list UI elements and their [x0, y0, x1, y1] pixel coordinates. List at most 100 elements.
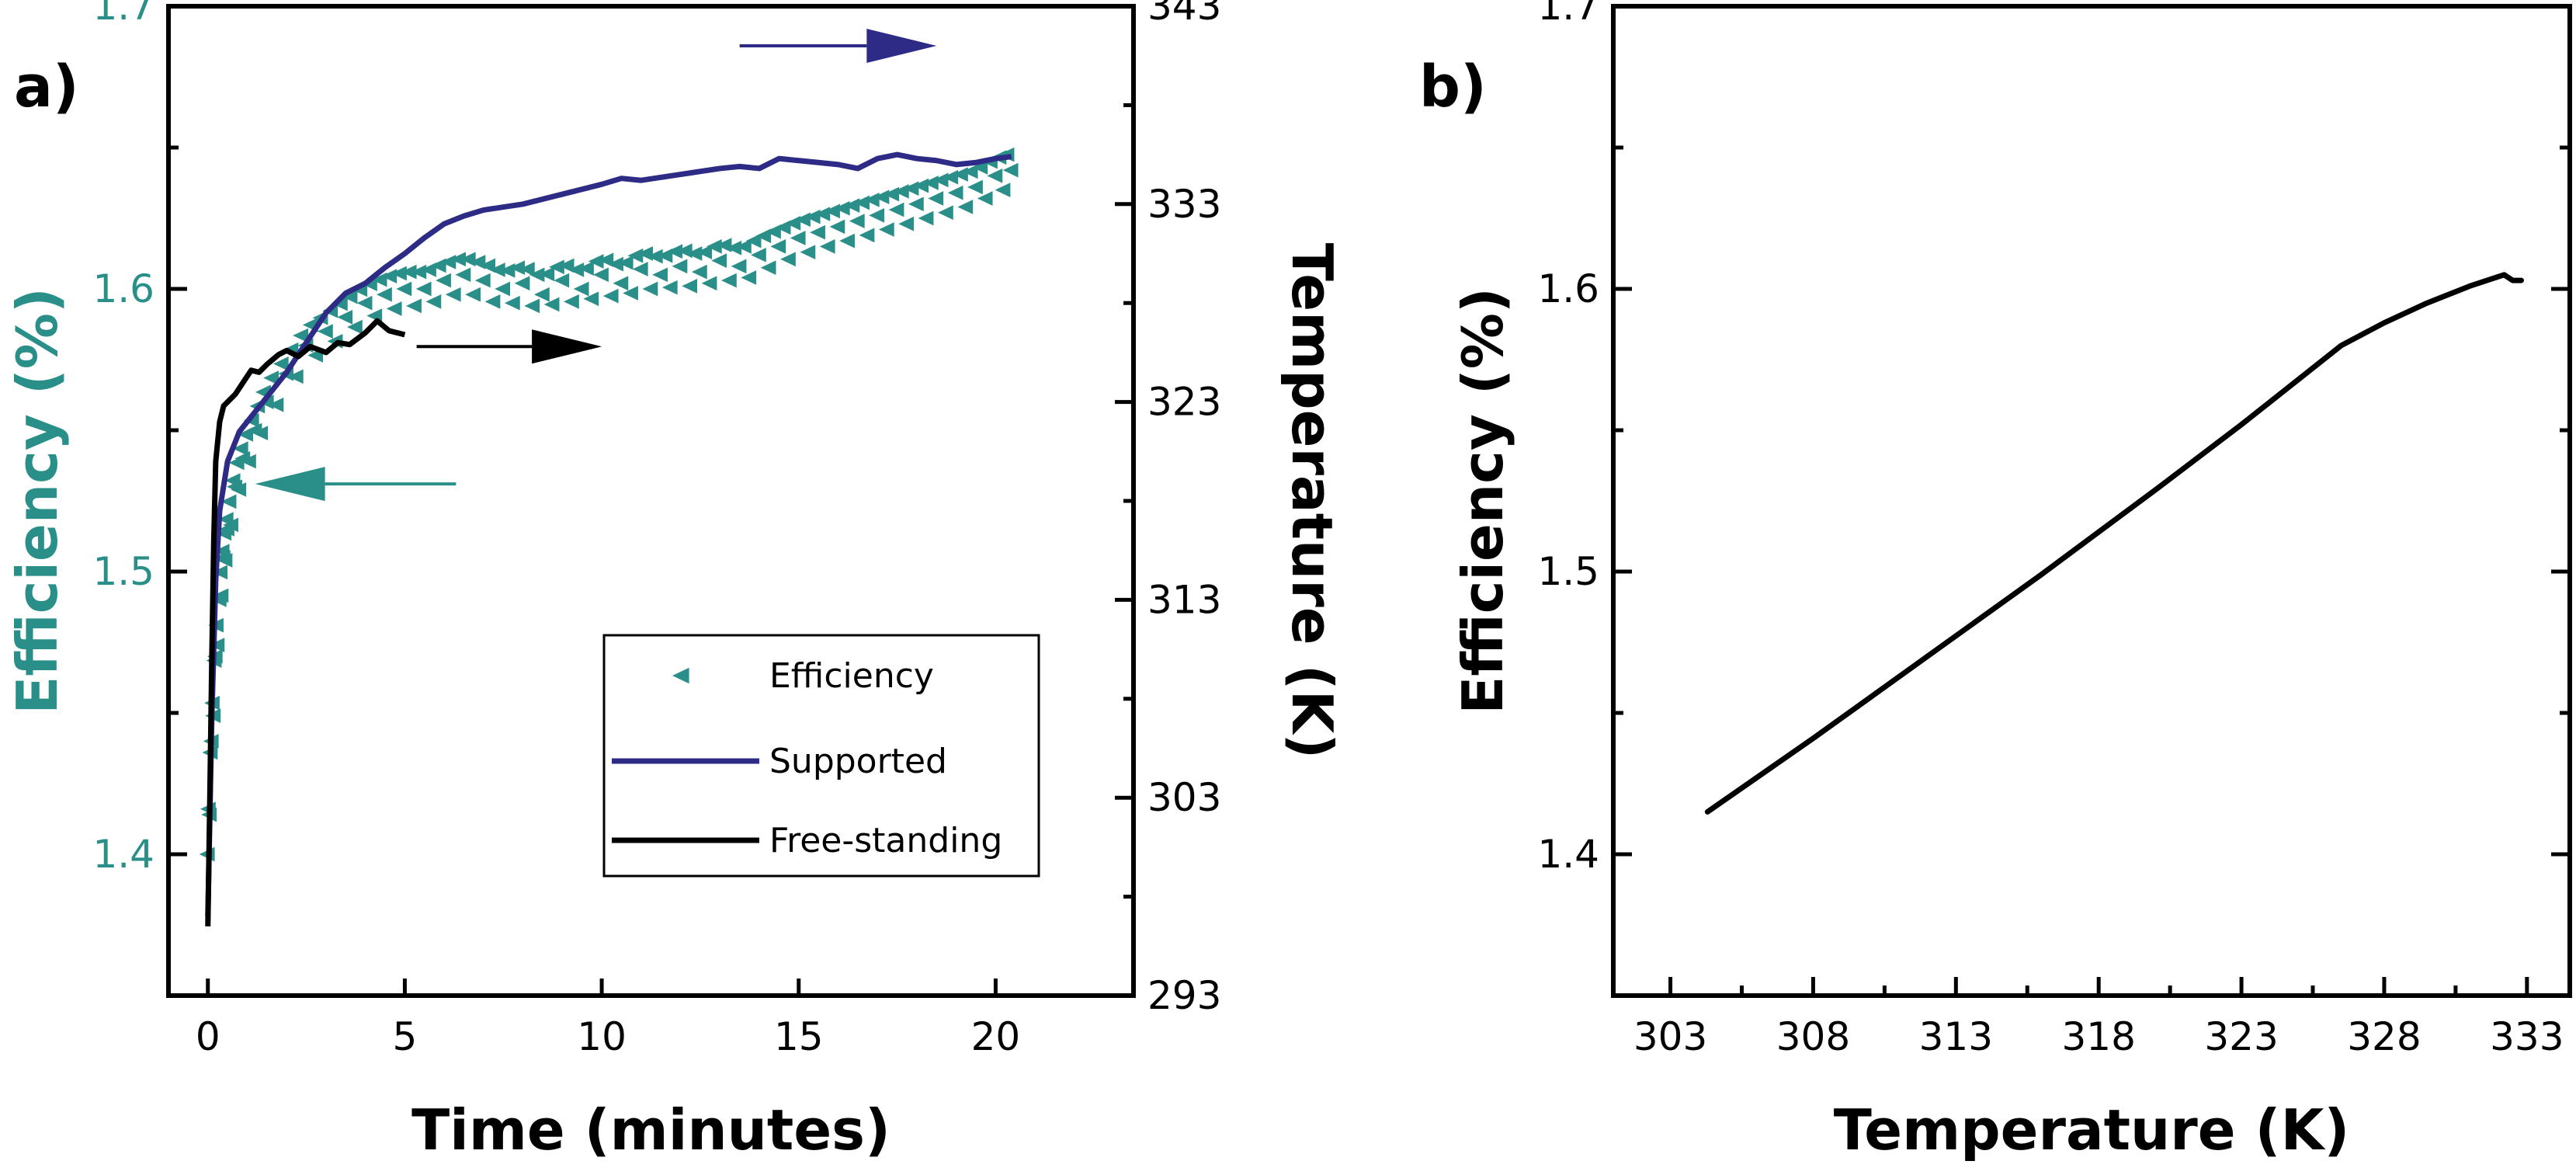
- efficiency-point: [450, 252, 466, 267]
- efficiency-point: [220, 494, 237, 509]
- efficiency-point: [539, 266, 555, 282]
- legend-efficiency-marker: [672, 667, 689, 684]
- efficiency-point: [293, 328, 309, 343]
- arrow-free-standing-head: [532, 329, 602, 364]
- efficiency-point: [995, 182, 1011, 197]
- panel-b-x-tick-label: 303: [1633, 1014, 1707, 1059]
- efficiency-point: [834, 200, 850, 216]
- efficiency-point: [381, 269, 398, 283]
- efficiency-point: [977, 191, 993, 206]
- efficiency-point: [810, 224, 825, 240]
- arrow-efficiency: [255, 467, 457, 502]
- panel-a-right-y-tick-label: 313: [1147, 577, 1221, 622]
- efficiency-point: [741, 270, 757, 285]
- efficiency-point: [564, 294, 579, 309]
- panel-a-right-y-tick-label: 333: [1147, 182, 1221, 227]
- efficiency-point: [987, 169, 1003, 183]
- panel-a-left-y-tick-label: 1.4: [92, 832, 154, 877]
- panel-a-left-y-tick-label: 1.6: [92, 266, 154, 311]
- panel-b-frame: [1611, 4, 2572, 998]
- efficiency-point: [411, 264, 427, 280]
- efficiency-point: [268, 397, 284, 412]
- efficiency-point: [932, 172, 949, 188]
- panel-a-x-tick-label: 10: [577, 1014, 627, 1059]
- panel-b-x-tick-label: 318: [2061, 1014, 2135, 1059]
- panel-b-chart: b) 303 308 313 318 323 328 333 1.4 1.5 1.6 1.7 Tem…: [1419, 0, 2572, 1163]
- panel-a-left-y-axis-title: Efficiency (%): [5, 287, 70, 714]
- efficiency-point: [943, 169, 959, 185]
- efficiency-point: [356, 295, 373, 311]
- efficiency-point: [957, 200, 974, 214]
- efficiency-point: [652, 267, 668, 283]
- efficiency-point: [623, 286, 638, 301]
- efficiency-point: [893, 184, 909, 199]
- efficiency-point: [593, 267, 609, 283]
- efficiency-point: [554, 273, 570, 288]
- efficiency-point: [898, 216, 915, 231]
- efficiency-point: [602, 288, 619, 304]
- efficiency-point: [241, 454, 256, 469]
- efficiency-point: [869, 208, 885, 223]
- panel-a-right-y-tick-label: 303: [1147, 775, 1221, 820]
- efficiency-point: [947, 185, 963, 200]
- efficiency-point: [686, 246, 703, 261]
- efficiency-point: [209, 638, 225, 652]
- efficiency-point: [415, 281, 432, 297]
- efficiency-point: [804, 209, 821, 224]
- efficiency-point: [632, 262, 648, 276]
- efficiency-point: [223, 517, 238, 533]
- efficiency-point: [484, 294, 501, 309]
- efficiency-point: [637, 246, 653, 261]
- efficiency-point: [790, 231, 806, 245]
- panel-a-plot-area: 0 5 10 15 20 1.4 1.5 1.6 1.7 293 303 313 323 333 343: [92, 0, 1221, 1059]
- efficiency-point: [588, 254, 604, 269]
- efficiency-point: [583, 291, 599, 307]
- efficiency-point: [849, 214, 865, 228]
- panel-a-x-tick-label: 20: [971, 1014, 1021, 1059]
- efficiency-point: [878, 222, 894, 237]
- panel-a-legend: Efficiency Supported Free-standing: [602, 634, 1040, 878]
- efficiency-point: [519, 262, 535, 276]
- efficiency-point: [460, 252, 476, 267]
- panel-a-right-y-tick-label: 323: [1147, 380, 1221, 425]
- efficiency-point: [425, 294, 442, 309]
- efficiency-point: [928, 191, 944, 206]
- efficiency-point: [627, 248, 644, 263]
- efficiency-point: [217, 553, 233, 568]
- efficiency-point: [346, 319, 363, 335]
- efficiency-point: [745, 233, 762, 249]
- efficiency-point: [617, 255, 634, 270]
- efficiency-point: [391, 266, 407, 281]
- efficiency-point: [696, 245, 713, 260]
- efficiency-point: [337, 310, 353, 325]
- efficiency-point: [731, 259, 747, 274]
- efficiency-point: [455, 267, 471, 283]
- efficiency-point: [918, 210, 934, 226]
- efficiency-point: [938, 205, 953, 221]
- efficiency-point: [711, 253, 727, 268]
- efficiency-point: [573, 281, 589, 297]
- efficiency-point: [499, 262, 516, 278]
- efficiency-point: [888, 202, 904, 217]
- efficiency-point: [661, 280, 678, 295]
- efficiency-point: [760, 260, 776, 276]
- efficiency-point: [800, 245, 816, 260]
- efficiency-point: [844, 198, 860, 213]
- efficiency-point: [854, 195, 870, 210]
- arrow-free-standing: [416, 329, 602, 364]
- arrow-efficiency-head: [255, 467, 325, 502]
- efficiency-point: [863, 192, 880, 207]
- panel-b-y-tick-label: 1.6: [1537, 266, 1599, 311]
- panel-a-right-y-axis-title: Temperature (K): [1279, 243, 1345, 760]
- efficiency-point: [726, 240, 742, 255]
- efficiency-point: [908, 196, 924, 212]
- efficiency-point: [814, 207, 831, 221]
- efficiency-point: [549, 259, 564, 275]
- efficiency-point: [231, 482, 247, 497]
- legend-entry: Efficiency: [769, 656, 934, 696]
- efficiency-point: [642, 281, 658, 297]
- efficiency-point: [770, 239, 786, 254]
- efficiency-point: [287, 369, 304, 384]
- efficiency-point: [1002, 162, 1019, 178]
- panel-a-right-y-tick-label: 293: [1147, 973, 1221, 1018]
